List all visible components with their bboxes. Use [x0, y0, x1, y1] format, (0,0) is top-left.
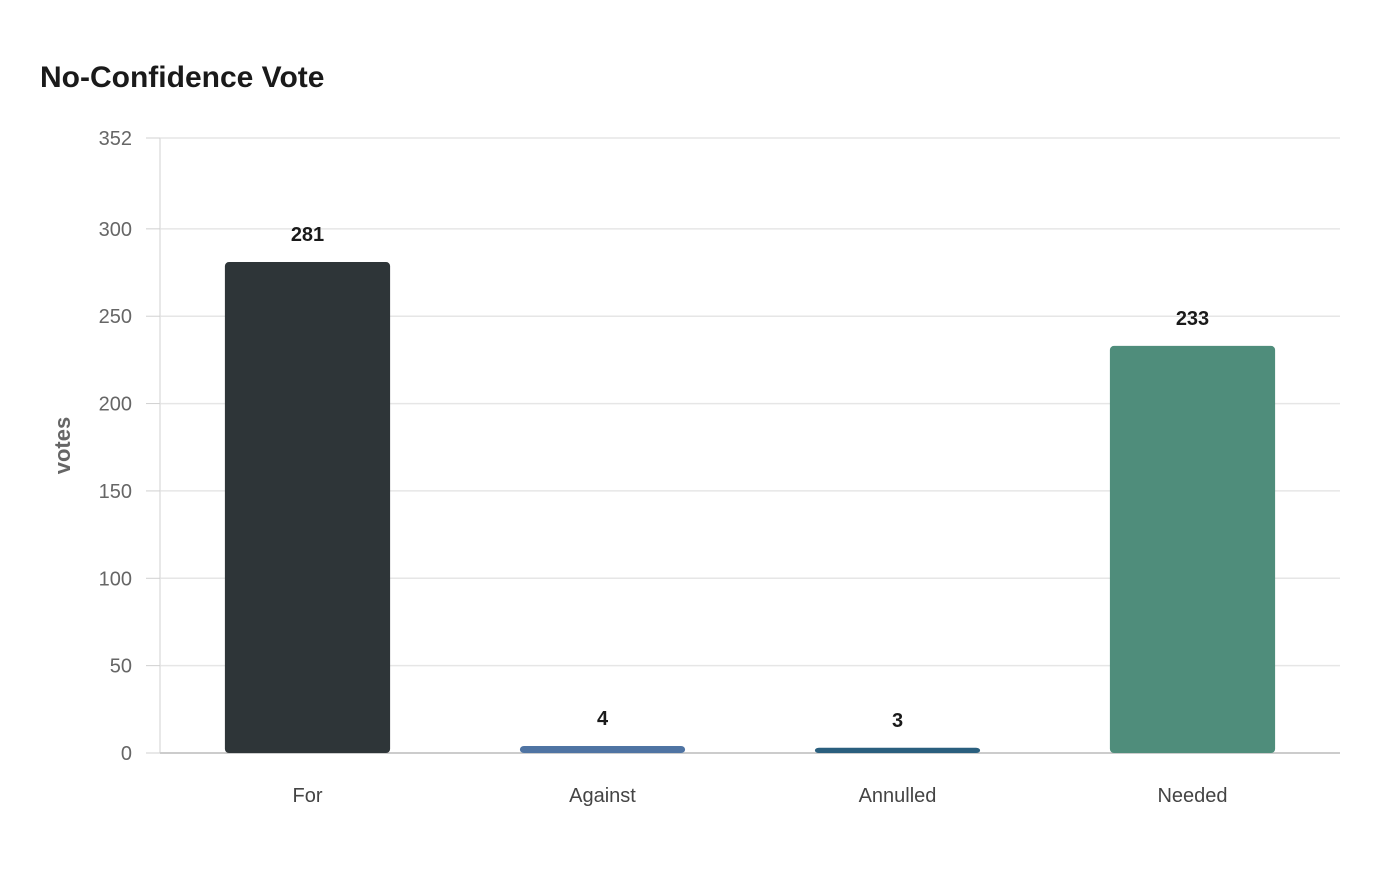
x-category-label: For: [293, 785, 323, 807]
x-category-label: Against: [569, 785, 636, 807]
y-axis-title: votes: [50, 417, 75, 474]
x-axis-categories: For Against Annulled Needed: [293, 785, 1228, 807]
y-tick-label: 100: [99, 568, 132, 590]
bar-against: [519, 746, 686, 753]
y-tick-label: 250: [99, 306, 132, 328]
value-label-annulled: 3: [892, 710, 903, 732]
x-category-label: Needed: [1157, 785, 1227, 807]
y-tick-label: 50: [110, 656, 132, 678]
y-tick-label: 150: [99, 481, 132, 503]
y-tick-label: 300: [99, 219, 132, 241]
bars: [224, 262, 1276, 753]
y-tick-label: 352: [99, 128, 132, 150]
bar-for: [224, 262, 391, 753]
bar-needed: [1109, 345, 1276, 753]
y-tick-label: 200: [99, 394, 132, 416]
bar-annulled: [814, 747, 981, 753]
value-label-against: 4: [597, 708, 609, 730]
y-tick-label: 0: [121, 743, 132, 765]
value-label-needed: 233: [1176, 308, 1209, 330]
x-category-label: Annulled: [859, 785, 937, 807]
chart-title: No-Confidence Vote: [40, 61, 325, 94]
value-label-for: 281: [291, 224, 324, 246]
y-axis-ticks: 0 50 100 150 200 250 300 352: [99, 128, 160, 765]
value-labels: 281 4 3 233: [291, 224, 1209, 732]
